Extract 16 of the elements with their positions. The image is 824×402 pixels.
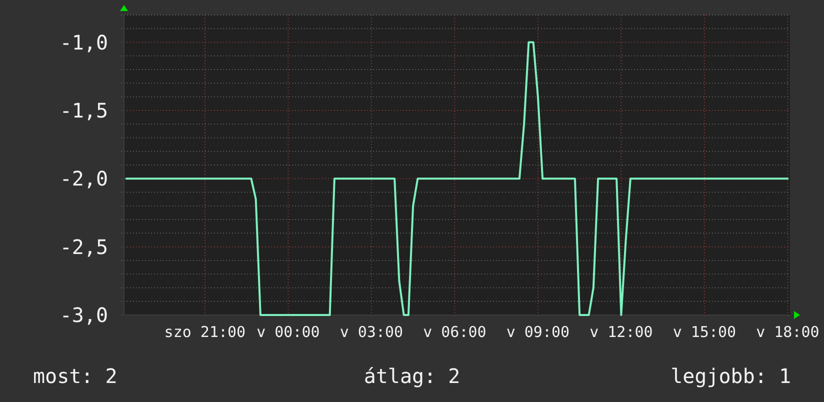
text: most: 2 <box>33 364 118 388</box>
x-tick-label: v 09:00 <box>506 323 570 341</box>
x-tick-label: v 18:00 <box>756 323 820 341</box>
y-tick-label: -1,0 <box>60 30 108 54</box>
y-tick-label: -1,5 <box>60 98 108 122</box>
y-tick-label: -2,5 <box>60 234 108 259</box>
x-tick-label: v 06:00 <box>423 323 486 341</box>
text: átlag: 2 <box>364 364 460 388</box>
y-tick-label: -3,0 <box>60 303 108 327</box>
x-tick-label: szo 21:00 <box>164 323 246 341</box>
x-tick-label: v 12:00 <box>590 323 653 341</box>
x-tick-label: v 00:00 <box>256 323 320 341</box>
x-tick-label: v 03:00 <box>340 323 404 341</box>
text: legjobb: 1 <box>670 364 791 388</box>
y-tick-label: -2,0 <box>60 166 108 191</box>
x-tick-label: v 15:00 <box>672 323 736 341</box>
